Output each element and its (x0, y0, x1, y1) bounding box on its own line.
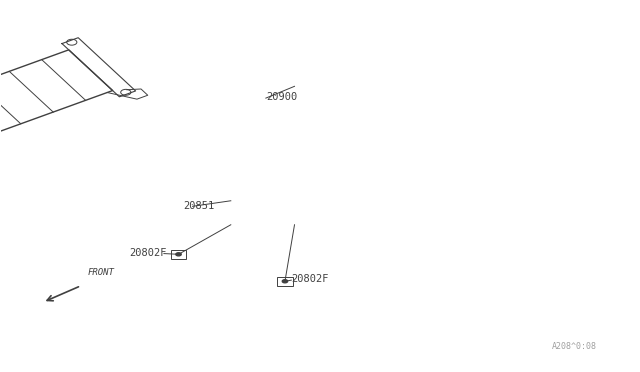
Text: 20802F: 20802F (291, 274, 329, 284)
Text: 20802F: 20802F (129, 248, 166, 258)
Text: 20851: 20851 (183, 201, 214, 211)
Circle shape (176, 253, 181, 256)
Circle shape (282, 280, 287, 283)
Text: A208^0:08: A208^0:08 (552, 342, 597, 351)
Text: 20900: 20900 (266, 92, 297, 102)
Text: FRONT: FRONT (88, 268, 115, 277)
Bar (277, 277, 292, 286)
Bar (171, 250, 186, 259)
